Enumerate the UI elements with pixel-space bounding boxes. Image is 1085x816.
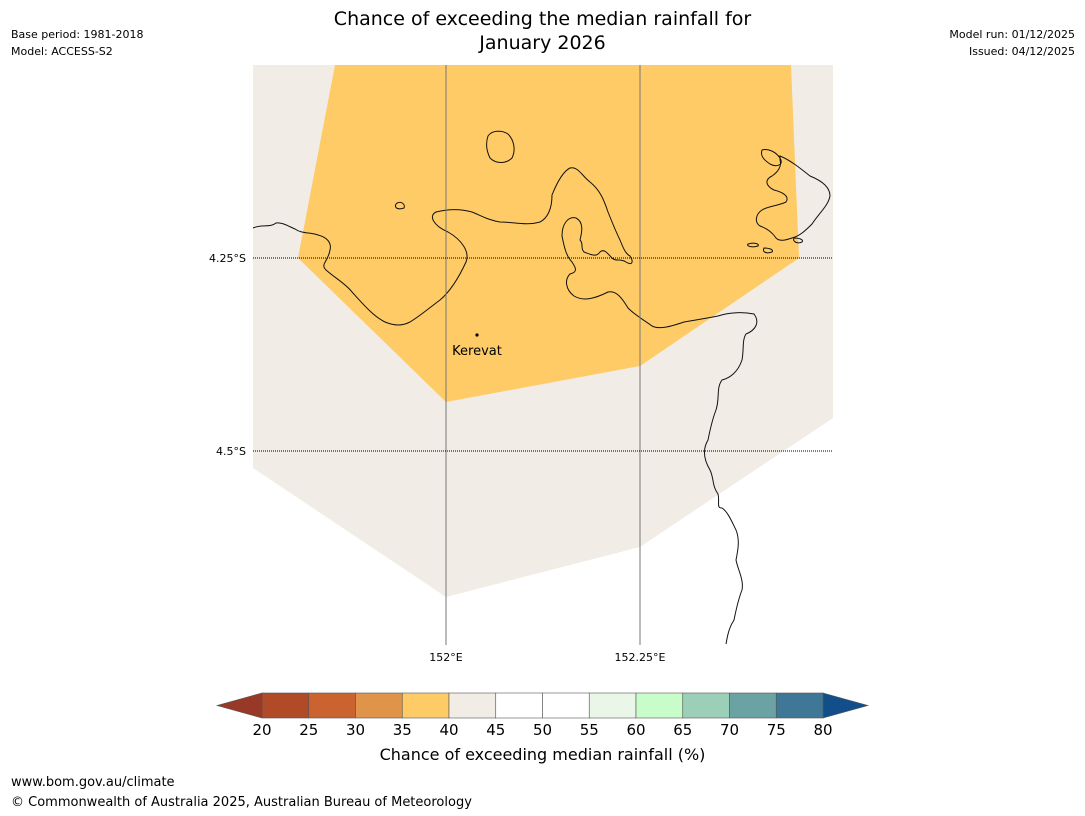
- kerevat-label: Kerevat: [452, 344, 502, 359]
- colorbar-segment-30-35: [355, 692, 403, 719]
- colorbar-tick-20: 20: [252, 721, 271, 739]
- model-run: Model run: 01/12/2025: [949, 28, 1075, 41]
- colorbar-under-arrow: [215, 692, 263, 719]
- colorbar-tick-70: 70: [720, 721, 739, 739]
- colorbar-segment-50-55: [542, 692, 590, 719]
- colorbar: 20 25 30 35 40 45 50 55 60 65 70 75 80: [215, 692, 870, 739]
- colorbar-tick-75: 75: [767, 721, 786, 739]
- colorbar-tick-45: 45: [486, 721, 505, 739]
- footer-copyright: © Commonwealth of Australia 2025, Austra…: [11, 795, 472, 810]
- issued-date: Issued: 04/12/2025: [968, 45, 1075, 58]
- colorbar-tick-40: 40: [439, 721, 458, 739]
- colorbar-segment-40-45: [448, 692, 497, 719]
- title-line-1: Chance of exceeding the median rainfall …: [333, 8, 752, 30]
- colorbar-segment-55-60: [588, 692, 637, 719]
- colorbar-tick-50: 50: [533, 721, 552, 739]
- kerevat-marker: [475, 333, 479, 337]
- coastline: [252, 130, 831, 645]
- colorbar-tick-60: 60: [626, 721, 645, 739]
- colorbar-title: Chance of exceeding median rainfall (%): [379, 745, 706, 764]
- colorbar-segment-45-50: [495, 692, 543, 719]
- model-name: Model: ACCESS-S2: [11, 45, 113, 58]
- colorbar-tick-35: 35: [393, 721, 412, 739]
- colorbar-segment-65-70: [682, 692, 730, 719]
- colorbar-tick-30: 30: [346, 721, 365, 739]
- colorbar-segment-75-80: [775, 692, 824, 719]
- footer-url[interactable]: www.bom.gov.au/climate: [11, 775, 175, 790]
- lon-label-152-25: 152.25°E: [615, 651, 666, 664]
- colorbar-segment-20-25: [261, 692, 310, 719]
- base-period: Base period: 1981-2018: [11, 28, 144, 41]
- lon-label-152: 152°E: [429, 651, 462, 664]
- lat-label-4-5: 4.5°S: [216, 445, 246, 458]
- colorbar-tick-25: 25: [299, 721, 318, 739]
- colorbar-segment-60-65: [635, 692, 684, 719]
- colorbar-segment-25-30: [308, 692, 356, 719]
- meta-left: Base period: 1981-2018 Model: ACCESS-S2: [11, 26, 143, 60]
- colorbar-segment-35-40: [401, 692, 450, 719]
- title-line-2: January 2026: [479, 32, 606, 54]
- lat-label-4-25: 4.25°S: [209, 252, 246, 265]
- colorbar-segment-70-75: [729, 692, 777, 719]
- meta-right: Model run: 01/12/2025 Issued: 04/12/2025: [949, 26, 1075, 60]
- colorbar-tick-65: 65: [673, 721, 692, 739]
- colorbar-over-arrow: [822, 692, 870, 719]
- colorbar-tick-55: 55: [580, 721, 599, 739]
- region-35-40: [298, 65, 799, 402]
- graticule: [253, 65, 833, 645]
- map-title: Chance of exceeding the median rainfall …: [0, 7, 1085, 55]
- colorbar-tick-80: 80: [813, 721, 832, 739]
